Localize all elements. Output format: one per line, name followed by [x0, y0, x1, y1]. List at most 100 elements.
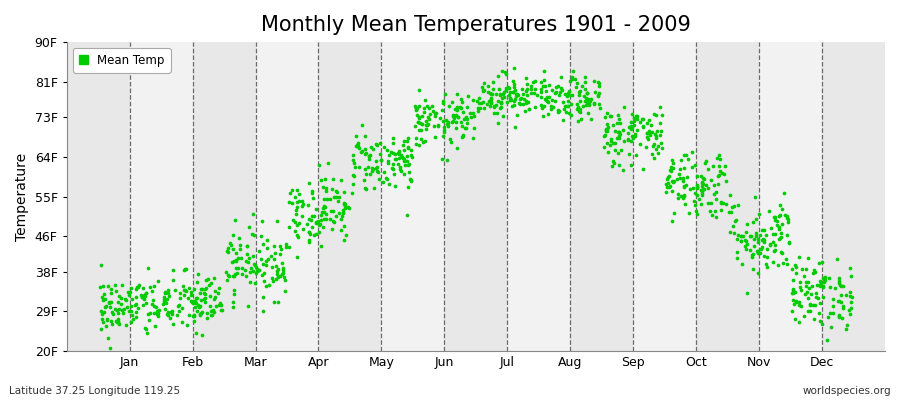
Point: [709, 189, 724, 195]
Point: [814, 280, 828, 287]
Point: [603, 142, 617, 148]
Point: [673, 193, 688, 199]
Point: [266, 299, 281, 306]
Point: [482, 90, 497, 96]
Point: [688, 190, 702, 196]
Point: [161, 311, 176, 318]
Point: [698, 186, 712, 192]
Point: [599, 126, 614, 132]
Point: [326, 208, 340, 214]
Point: [504, 97, 518, 103]
Point: [212, 285, 227, 291]
Bar: [256, 42, 319, 351]
Point: [664, 218, 679, 224]
Point: [471, 105, 485, 112]
Point: [730, 236, 744, 242]
Point: [119, 322, 133, 328]
Point: [461, 93, 475, 100]
Point: [450, 91, 464, 97]
Point: [162, 293, 176, 300]
Point: [337, 200, 351, 206]
Point: [491, 98, 506, 104]
Point: [688, 162, 703, 168]
Point: [291, 234, 305, 240]
Point: [763, 225, 778, 232]
Point: [579, 94, 593, 101]
Point: [233, 242, 248, 248]
Point: [292, 220, 306, 226]
Point: [680, 156, 695, 162]
Point: [559, 103, 573, 110]
Point: [660, 176, 674, 182]
Point: [695, 190, 709, 196]
Point: [290, 254, 304, 260]
Point: [449, 107, 464, 114]
Point: [256, 278, 271, 284]
Point: [581, 96, 596, 102]
Point: [833, 283, 848, 289]
Point: [397, 158, 411, 164]
Point: [607, 160, 621, 166]
Point: [431, 122, 446, 128]
Point: [642, 116, 656, 123]
Point: [358, 146, 373, 152]
Point: [597, 144, 611, 150]
Point: [558, 91, 572, 97]
Point: [842, 311, 857, 317]
Point: [679, 152, 693, 158]
Point: [647, 140, 662, 147]
Point: [193, 311, 207, 318]
Point: [248, 264, 263, 270]
Point: [388, 182, 402, 189]
Point: [356, 122, 370, 128]
Point: [552, 108, 566, 114]
Point: [780, 213, 795, 220]
Point: [256, 270, 271, 277]
Point: [176, 291, 191, 298]
Point: [843, 273, 858, 279]
Point: [202, 282, 216, 288]
Point: [611, 133, 625, 140]
Point: [160, 290, 175, 296]
Point: [506, 88, 520, 95]
Point: [664, 177, 679, 184]
Point: [229, 258, 243, 264]
Point: [170, 303, 184, 309]
Point: [252, 248, 266, 254]
Point: [754, 226, 769, 233]
Point: [584, 96, 598, 102]
Point: [334, 227, 348, 233]
Point: [748, 232, 762, 239]
Point: [540, 98, 554, 104]
Point: [373, 176, 387, 182]
Point: [129, 314, 143, 320]
Point: [200, 310, 214, 316]
Point: [588, 89, 602, 96]
Point: [401, 144, 416, 151]
Point: [522, 106, 536, 112]
Point: [179, 266, 194, 272]
Point: [780, 232, 795, 238]
Point: [273, 251, 287, 258]
Point: [163, 315, 177, 321]
Point: [774, 230, 788, 236]
Bar: [382, 42, 445, 351]
Point: [500, 99, 514, 105]
Point: [526, 78, 540, 85]
Point: [768, 214, 782, 220]
Point: [580, 98, 594, 105]
Point: [285, 186, 300, 193]
Point: [556, 117, 571, 123]
Point: [417, 104, 431, 111]
Point: [677, 193, 691, 199]
Point: [248, 262, 262, 269]
Point: [386, 134, 400, 141]
Point: [232, 246, 247, 253]
Point: [701, 185, 716, 191]
Point: [226, 304, 240, 310]
Point: [492, 92, 507, 98]
Point: [832, 313, 846, 319]
Point: [201, 276, 215, 282]
Point: [580, 90, 595, 96]
Point: [193, 312, 207, 318]
